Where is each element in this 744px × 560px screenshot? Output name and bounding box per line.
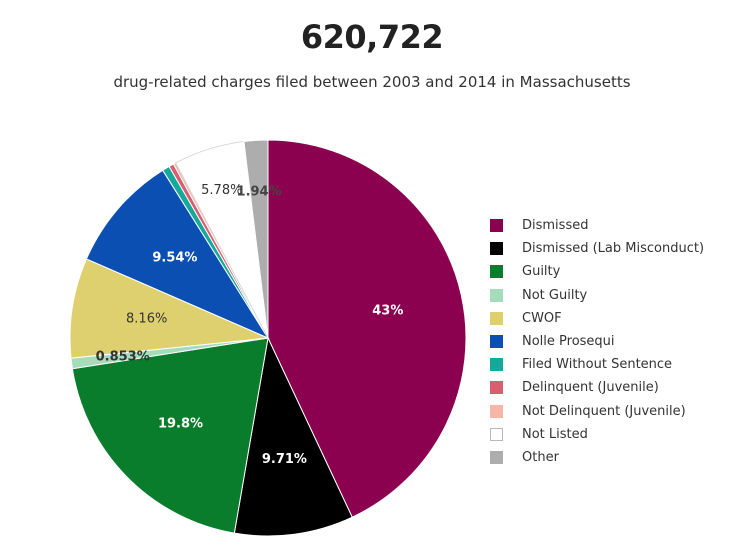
legend-label: CWOF bbox=[522, 310, 562, 326]
pie-slice-dismissed-lab-misconduct bbox=[233, 336, 353, 537]
pie-slice-dismissed bbox=[267, 139, 467, 518]
pie-slice-other bbox=[243, 139, 269, 339]
legend-item-not-delinquent-juvenile: Not Delinquent (Juvenile) bbox=[490, 400, 704, 423]
legend-swatch bbox=[490, 358, 503, 372]
slice-label-nolle-prosequi: 9.54% bbox=[152, 250, 197, 265]
slice-label-other: 1.94% bbox=[237, 184, 282, 199]
slice-label-dismissed-lab-misconduct: 9.71% bbox=[262, 452, 307, 467]
legend-item-delinquent-juvenile: Delinquent (Juvenile) bbox=[490, 376, 704, 399]
pie-slice-nolle-prosequi bbox=[85, 169, 270, 340]
legend-item-nolle-prosequi: Nolle Prosequi bbox=[490, 330, 704, 353]
pie-slice-guilty bbox=[71, 337, 269, 534]
legend-label: Filed Without Sentence bbox=[522, 357, 673, 373]
legend-swatch bbox=[490, 381, 503, 395]
legend-swatch bbox=[490, 288, 503, 302]
pie-slice-cwof bbox=[69, 258, 270, 359]
legend-label: Not Listed bbox=[522, 426, 588, 442]
legend-item-not-listed: Not Listed bbox=[490, 423, 704, 446]
legend-item-dismissed-lab-misconduct: Dismissed (Lab Misconduct) bbox=[490, 237, 704, 260]
legend-item-other: Other bbox=[490, 446, 704, 469]
legend-label: Not Delinquent (Juvenile) bbox=[522, 403, 686, 419]
legend-swatch bbox=[490, 404, 503, 418]
legend-swatch bbox=[490, 335, 503, 349]
chart-subtitle: drug-related charges filed between 2003 … bbox=[113, 73, 631, 91]
slice-label-not-listed: 5.78% bbox=[201, 183, 242, 198]
legend-item-dismissed: Dismissed bbox=[490, 214, 704, 237]
legend-item-cwof: CWOF bbox=[490, 307, 704, 330]
legend-label: Dismissed bbox=[522, 218, 589, 234]
slice-label-cwof: 8.16% bbox=[126, 312, 167, 327]
legend-item-guilty: Guilty bbox=[490, 260, 704, 283]
slice-label-guilty: 19.8% bbox=[158, 417, 203, 432]
legend-swatch bbox=[490, 427, 503, 441]
chart-headline: 620,722 bbox=[300, 18, 444, 56]
legend-label: Not Guilty bbox=[522, 287, 588, 303]
slice-label-dismissed: 43% bbox=[372, 304, 403, 319]
legend-label: Delinquent (Juvenile) bbox=[522, 380, 659, 396]
legend-label: Nolle Prosequi bbox=[522, 334, 615, 350]
legend-label: Other bbox=[522, 449, 559, 465]
legend-swatch bbox=[490, 450, 503, 464]
legend-item-not-guilty: Not Guilty bbox=[490, 284, 704, 307]
chart-legend: Dismissed Dismissed (Lab Misconduct) Guilt… bbox=[490, 214, 704, 469]
legend-swatch bbox=[490, 311, 503, 325]
slice-label-not-guilty: 0.853% bbox=[96, 349, 150, 364]
legend-label: Guilty bbox=[522, 264, 561, 280]
legend-swatch bbox=[490, 265, 503, 279]
legend-item-filed-without-sentence: Filed Without Sentence bbox=[490, 353, 704, 376]
legend-swatch bbox=[490, 219, 503, 233]
legend-label: Dismissed (Lab Misconduct) bbox=[522, 241, 705, 257]
legend-swatch bbox=[490, 242, 503, 256]
